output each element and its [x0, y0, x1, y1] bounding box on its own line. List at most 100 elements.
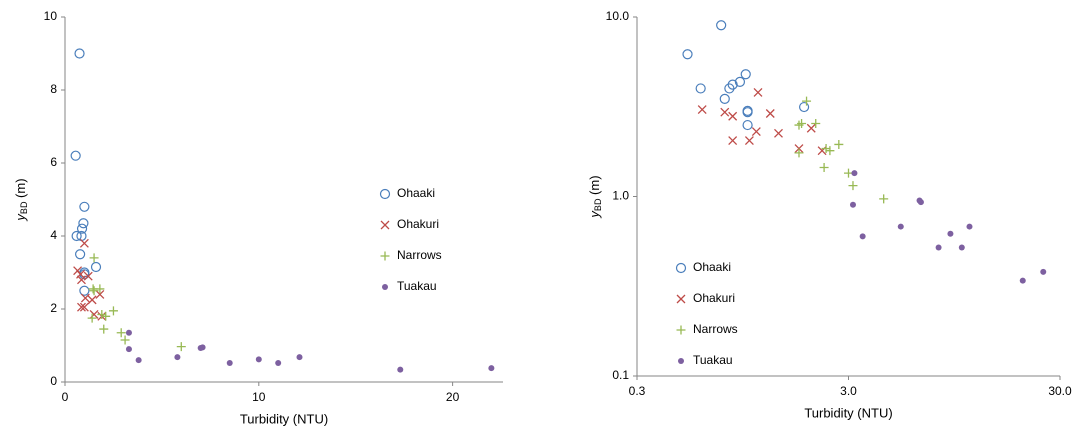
legend-label: Ohakuri	[397, 217, 439, 231]
point	[79, 285, 90, 296]
y-label-unit: (m)	[587, 175, 602, 195]
legend-marker	[676, 325, 686, 335]
point	[99, 324, 109, 334]
point	[199, 344, 206, 351]
point	[95, 289, 105, 299]
point	[125, 346, 132, 353]
point	[825, 146, 835, 156]
point	[802, 96, 812, 106]
point	[765, 109, 775, 118]
point	[87, 313, 97, 323]
legend-label: Narrows	[397, 248, 442, 262]
point	[798, 101, 810, 113]
point	[819, 163, 829, 173]
point	[1019, 277, 1026, 284]
point	[720, 107, 730, 117]
point	[682, 49, 693, 60]
point	[397, 366, 404, 373]
y-axis-label: yBD (m)	[13, 178, 29, 221]
point	[728, 111, 738, 121]
point	[275, 360, 282, 367]
point	[728, 136, 738, 145]
y-tick-label: 6	[50, 155, 57, 169]
legend-label: Ohaaki	[693, 260, 731, 274]
point	[740, 69, 751, 80]
point	[80, 293, 90, 303]
legend-marker	[379, 188, 391, 200]
point	[834, 139, 844, 149]
point	[77, 275, 86, 285]
point	[744, 136, 754, 145]
point	[695, 83, 706, 94]
point	[78, 218, 89, 229]
point	[734, 76, 746, 87]
x-tick-label: 3.0	[840, 384, 857, 398]
legend-label: Narrows	[693, 322, 738, 336]
point	[719, 93, 730, 104]
legend-marker	[678, 358, 684, 364]
point	[79, 302, 89, 312]
point	[90, 261, 102, 273]
point	[821, 144, 831, 154]
x-tick-label: 20	[446, 390, 460, 404]
point	[817, 146, 827, 156]
point	[108, 306, 118, 316]
point	[879, 194, 889, 204]
point	[89, 286, 99, 296]
point	[774, 128, 783, 138]
x-tick-label: 0.3	[629, 384, 646, 398]
x-tick-label: 0	[62, 390, 69, 404]
legend-marker	[676, 294, 686, 304]
point	[79, 201, 90, 212]
point	[958, 244, 965, 251]
point	[226, 360, 233, 367]
point	[811, 119, 821, 129]
point	[87, 295, 97, 305]
point	[174, 354, 181, 361]
y-tick-label: 10.0	[606, 9, 630, 23]
point	[794, 120, 804, 130]
point	[89, 253, 99, 263]
y-label-sub: BD	[593, 198, 603, 211]
point	[116, 328, 126, 338]
point	[176, 342, 186, 352]
legend-label: Ohakuri	[693, 291, 735, 305]
point	[916, 197, 923, 204]
point	[70, 150, 81, 161]
point	[95, 284, 105, 294]
point	[742, 107, 753, 118]
point	[76, 223, 88, 234]
y-label-main: y	[13, 213, 28, 222]
y-tick-label: 2	[50, 301, 57, 315]
point	[488, 365, 495, 372]
point	[101, 311, 111, 321]
point	[753, 87, 763, 97]
point	[75, 249, 86, 260]
point	[83, 271, 93, 281]
x-tick-label: 10	[252, 390, 266, 404]
y-label-unit: (m)	[13, 178, 28, 198]
y-label-sub: BD	[19, 201, 29, 214]
point	[89, 310, 99, 319]
y-axis-label: yBD (m)	[587, 175, 603, 218]
point	[935, 244, 942, 251]
x-tick-label: 30.0	[1048, 384, 1072, 398]
point	[97, 309, 107, 319]
point	[751, 127, 761, 137]
point	[135, 357, 142, 364]
point	[255, 356, 262, 363]
legend-label: Ohaaki	[397, 186, 435, 200]
x-axis-label: Turbidity (NTU)	[240, 411, 328, 426]
point	[947, 230, 954, 237]
y-tick-label: 0	[50, 374, 57, 388]
point	[897, 223, 904, 230]
y-label-main: y	[587, 210, 602, 219]
point	[1040, 268, 1047, 275]
legend-label: Tuakau	[397, 279, 437, 293]
point	[697, 105, 707, 115]
y-tick-label: 0.1	[612, 368, 629, 382]
point	[74, 48, 85, 59]
legend-marker	[380, 251, 390, 261]
legend-marker	[382, 284, 388, 290]
